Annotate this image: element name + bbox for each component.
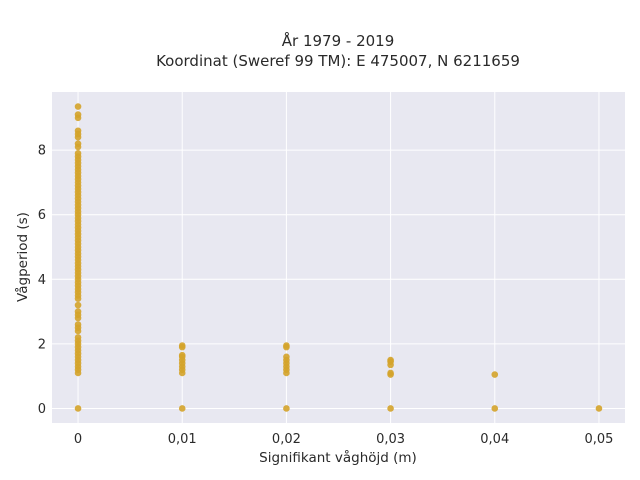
scatter-point: [491, 371, 499, 378]
y-axis-label: Vågperiod (s): [14, 212, 31, 302]
x-tick-label: 0,04: [480, 432, 509, 447]
scatter-point: [595, 405, 603, 412]
scatter-point: [74, 150, 82, 157]
x-tick-label: 0,02: [272, 432, 301, 447]
x-tick-label: 0,01: [168, 432, 197, 447]
x-tick-label: 0,03: [376, 432, 405, 447]
scatter-point: [74, 103, 82, 110]
scatter-point: [387, 369, 394, 377]
scatter-point: [74, 111, 82, 118]
scatter-point: [178, 351, 186, 359]
plot-area: [52, 92, 625, 423]
y-tick-labels: 0 2 4 6 8: [38, 144, 46, 417]
scatter-point: [283, 353, 290, 361]
scatter-point: [74, 308, 82, 315]
scatter-point: [74, 405, 82, 412]
scatter-point: [491, 405, 499, 412]
scatter-point: [178, 405, 186, 412]
scatter-point: [387, 356, 394, 364]
scatter-point: [74, 127, 82, 135]
chart-title-line1: År 1979 - 2019: [282, 31, 395, 50]
y-tick-label: 6: [38, 208, 46, 223]
x-tick-labels: 0 0,01 0,02 0,03 0,04 0,05: [74, 432, 614, 447]
y-tick-label: 4: [38, 273, 46, 288]
scatter-point: [74, 334, 82, 341]
y-tick-label: 0: [38, 402, 46, 417]
x-tick-label: 0: [74, 432, 82, 447]
y-tick-label: 8: [38, 144, 46, 159]
y-grid: [52, 149, 625, 409]
scatter-point: [283, 342, 290, 349]
scatter-point: [387, 405, 394, 412]
scatter-point: [74, 321, 82, 328]
scatter-point: [178, 342, 186, 349]
scatter-point: [74, 301, 82, 309]
x-axis-label: Signifikant våghöjd (m): [259, 449, 417, 466]
scatter-points: [74, 103, 603, 412]
chart-title-line2: Koordinat (Sweref 99 TM): E 475007, N 62…: [156, 52, 520, 70]
scatter-point: [74, 140, 82, 147]
scatter-point: [283, 405, 290, 412]
y-tick-label: 2: [38, 337, 46, 352]
x-tick-label: 0,05: [584, 432, 613, 447]
